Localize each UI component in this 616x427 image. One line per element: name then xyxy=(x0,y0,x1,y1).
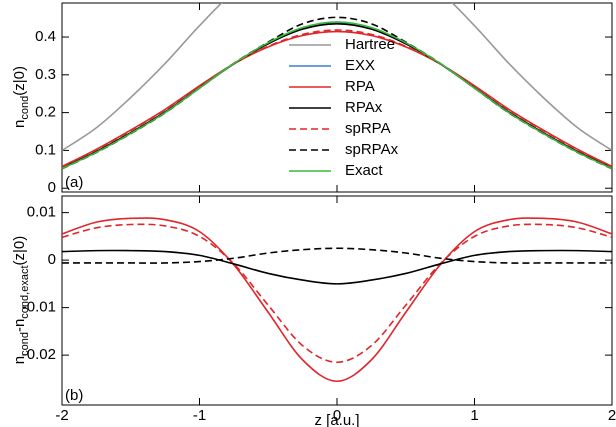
y-tick-label: -0.01 xyxy=(22,299,56,316)
data-line xyxy=(62,249,612,285)
y-tick-label: 0.4 xyxy=(35,28,56,45)
x-tick-label: 1 xyxy=(470,407,478,424)
y-axis-label: ncond-ncond,exact(z|0) xyxy=(11,236,31,364)
y-tick-label: -0.02 xyxy=(22,346,56,363)
panel-label: (a) xyxy=(65,174,83,191)
plot-area xyxy=(62,3,612,170)
legend-label: spRPAx xyxy=(345,141,399,158)
x-tick-label: 2 xyxy=(608,407,616,424)
panel-label: (b) xyxy=(65,387,83,404)
y-tick-label: 0.3 xyxy=(35,66,56,83)
y-label-subscript: cond,exact xyxy=(19,265,31,318)
y-axis-label: ncond(z|0) xyxy=(11,66,31,128)
data-line xyxy=(62,21,612,170)
data-line xyxy=(62,29,612,168)
x-axis-label: z [a.u.] xyxy=(314,412,359,427)
bottom-panel-frame xyxy=(61,195,613,406)
legend-label: EXX xyxy=(345,57,375,74)
y-tick-label: 0.01 xyxy=(27,204,56,221)
y-label-part: -n xyxy=(11,319,28,332)
legend-label: RPA xyxy=(345,78,375,95)
data-line xyxy=(62,22,612,169)
legend-label: spRPA xyxy=(345,120,391,137)
data-line xyxy=(62,247,612,264)
y-tick-label: 0.1 xyxy=(35,141,56,158)
x-tick-label: -1 xyxy=(193,407,206,424)
x-tick-label: -2 xyxy=(55,407,68,424)
y-label-part: n xyxy=(11,120,28,128)
plot-area xyxy=(62,217,612,383)
y-label-part: (z|0) xyxy=(11,236,28,266)
data-line xyxy=(62,16,612,170)
y-tick-label: 0.2 xyxy=(35,104,56,121)
data-line xyxy=(62,223,612,364)
y-label-subscript: cond xyxy=(19,332,31,356)
y-tick-label: 0 xyxy=(48,179,56,196)
data-line xyxy=(62,217,612,383)
y-tick-label: 0 xyxy=(48,251,56,268)
y-label-subscript: cond xyxy=(19,96,31,120)
legend-label: RPAx xyxy=(345,99,383,116)
legend-label: Hartree xyxy=(345,36,395,53)
legend-label: Exact xyxy=(345,162,383,179)
data-line xyxy=(62,30,612,168)
data-line xyxy=(62,22,612,169)
x-tick-label: 0 xyxy=(333,407,341,424)
y-label-part: (z|0) xyxy=(11,66,28,96)
y-label-part: n xyxy=(11,356,28,364)
data-line xyxy=(62,3,612,152)
